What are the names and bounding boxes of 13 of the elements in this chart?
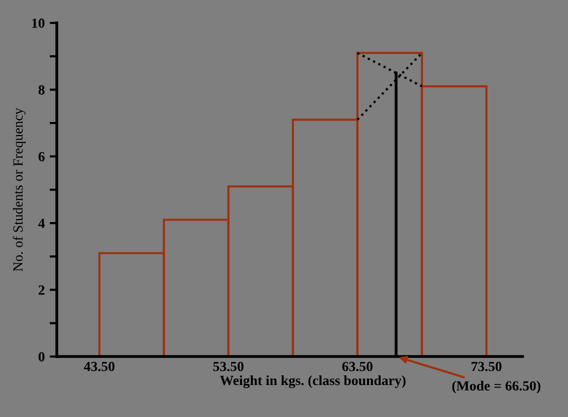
x-axis-title: Weight in kgs. (class boundary) — [220, 375, 406, 388]
x-tick-label: 63.50 — [342, 362, 373, 372]
x-tick-label: 73.50 — [472, 362, 502, 372]
y-tick-label: 2 — [38, 285, 44, 295]
y-axis-title: No. of Students or Frequency — [12, 108, 26, 272]
y-tick-label: 10 — [32, 18, 44, 28]
x-tick-label: 53.50 — [213, 362, 244, 372]
x-tick-label: 43.50 — [84, 362, 114, 372]
y-tick-label: 0 — [38, 352, 44, 362]
y-tick-label: 8 — [38, 85, 45, 95]
y-tick-label: 4 — [38, 218, 45, 228]
y-tick-label: 6 — [38, 152, 45, 162]
annotation: (Mode = 66.50) — [452, 380, 540, 394]
